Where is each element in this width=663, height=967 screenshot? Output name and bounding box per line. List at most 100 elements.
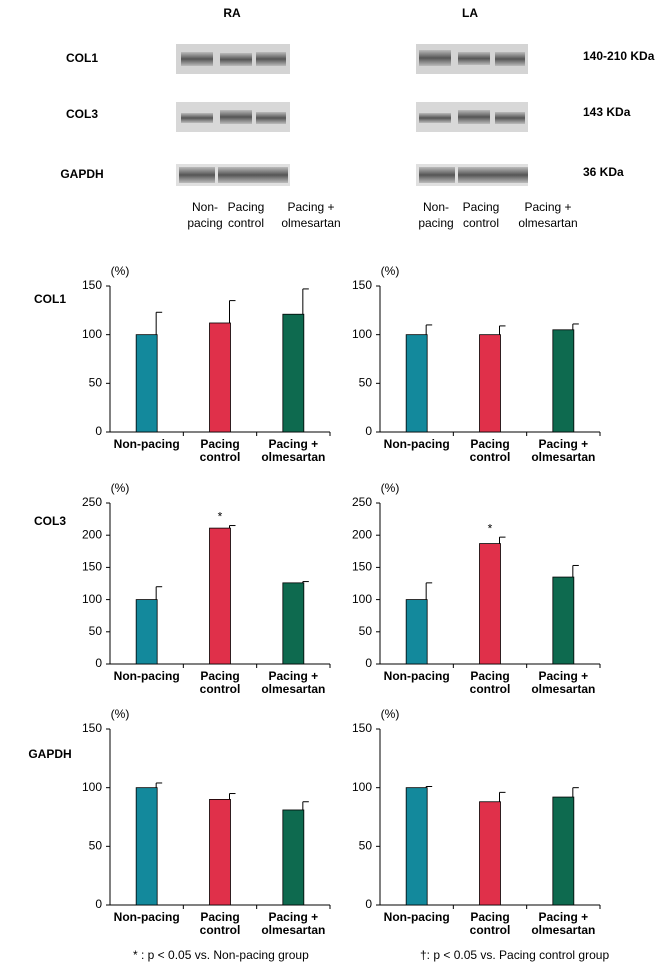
lane-label: control bbox=[228, 216, 264, 230]
lane-label: Pacing bbox=[228, 200, 265, 214]
bar bbox=[282, 313, 305, 433]
band bbox=[181, 52, 213, 66]
x-tick-label: Pacing bbox=[470, 669, 509, 683]
lane-label: Pacing + bbox=[287, 200, 334, 214]
x-tick-label: olmesartan bbox=[261, 450, 325, 464]
x-tick-label: Non-pacing bbox=[114, 437, 180, 451]
row-label: COL1 bbox=[34, 292, 66, 306]
band bbox=[220, 53, 252, 66]
band bbox=[220, 110, 252, 124]
y-tick-label: 100 bbox=[352, 780, 372, 794]
y-tick-label: 0 bbox=[365, 424, 372, 438]
x-tick-label: control bbox=[470, 682, 511, 696]
x-tick-label: Pacing bbox=[470, 437, 509, 451]
y-tick-label: 150 bbox=[82, 560, 102, 574]
y-tick-label: 50 bbox=[359, 839, 373, 853]
x-tick-label: Pacing + bbox=[268, 669, 318, 683]
y-unit: (%) bbox=[381, 264, 400, 278]
bar bbox=[552, 329, 575, 433]
x-tick-label: Pacing bbox=[200, 669, 239, 683]
blot-size: 140-210 KDa bbox=[583, 49, 655, 63]
x-tick-label: olmesartan bbox=[261, 682, 325, 696]
bar bbox=[479, 801, 501, 906]
blot-label: COL1 bbox=[66, 51, 98, 65]
x-tick-label: control bbox=[470, 450, 511, 464]
lane-label: Pacing + bbox=[524, 200, 571, 214]
band bbox=[495, 52, 525, 66]
y-tick-label: 100 bbox=[352, 327, 372, 341]
y-tick-label: 250 bbox=[352, 495, 372, 509]
lane-label: pacing bbox=[418, 216, 453, 230]
y-unit: (%) bbox=[111, 481, 130, 495]
y-tick-label: 150 bbox=[352, 560, 372, 574]
significance-marker: * bbox=[218, 510, 223, 524]
y-tick-label: 150 bbox=[82, 721, 102, 735]
y-unit: (%) bbox=[111, 264, 130, 278]
y-tick-label: 250 bbox=[82, 495, 102, 509]
band bbox=[458, 167, 494, 183]
x-tick-label: Pacing + bbox=[538, 669, 588, 683]
y-tick-label: 0 bbox=[95, 424, 102, 438]
y-tick-label: 100 bbox=[82, 327, 102, 341]
y-tick-label: 50 bbox=[89, 624, 103, 638]
y-tick-label: 100 bbox=[82, 780, 102, 794]
y-tick-label: 50 bbox=[89, 376, 103, 390]
significance-marker: * bbox=[488, 521, 493, 535]
bar bbox=[479, 334, 501, 433]
blots bbox=[176, 44, 528, 186]
bar bbox=[479, 543, 501, 665]
band bbox=[458, 52, 490, 65]
y-tick-label: 200 bbox=[82, 527, 102, 541]
x-tick-label: Pacing + bbox=[268, 910, 318, 924]
x-tick-label: Pacing bbox=[200, 437, 239, 451]
x-tick-label: Pacing + bbox=[268, 437, 318, 451]
x-tick-label: Non-pacing bbox=[114, 910, 180, 924]
bar bbox=[209, 322, 231, 433]
bar bbox=[135, 787, 158, 906]
x-tick-label: olmesartan bbox=[531, 682, 595, 696]
column-title: RA bbox=[223, 6, 241, 20]
x-tick-label: Pacing + bbox=[538, 910, 588, 924]
bar bbox=[405, 599, 428, 665]
y-tick-label: 50 bbox=[359, 376, 373, 390]
y-tick-label: 0 bbox=[365, 656, 372, 670]
y-unit: (%) bbox=[381, 707, 400, 721]
x-tick-label: control bbox=[200, 450, 241, 464]
lane-label: olmesartan bbox=[281, 216, 340, 230]
x-tick-label: Pacing bbox=[200, 910, 239, 924]
lane-label: Pacing bbox=[463, 200, 500, 214]
y-tick-label: 100 bbox=[82, 592, 102, 606]
row-label: COL3 bbox=[34, 514, 66, 528]
footnote: †: p < 0.05 vs. Pacing control group bbox=[420, 948, 609, 962]
lane-label: control bbox=[463, 216, 499, 230]
y-tick-label: 50 bbox=[359, 624, 373, 638]
x-tick-label: olmesartan bbox=[531, 923, 595, 937]
bar bbox=[135, 599, 158, 665]
y-tick-label: 0 bbox=[95, 897, 102, 911]
lane-label: olmesartan bbox=[518, 216, 577, 230]
blot-label: COL3 bbox=[66, 107, 98, 121]
bar bbox=[282, 809, 305, 906]
y-tick-label: 0 bbox=[95, 656, 102, 670]
band bbox=[179, 167, 215, 183]
band bbox=[458, 110, 490, 124]
band bbox=[256, 112, 286, 124]
x-tick-label: Pacing bbox=[470, 910, 509, 924]
bar bbox=[209, 799, 231, 906]
blot-size: 143 KDa bbox=[583, 105, 631, 119]
bar bbox=[405, 334, 428, 433]
x-tick-label: control bbox=[200, 682, 241, 696]
y-tick-label: 100 bbox=[352, 592, 372, 606]
band bbox=[494, 167, 528, 183]
row-label: GAPDH bbox=[28, 747, 71, 761]
column-title: LA bbox=[462, 6, 478, 20]
x-tick-label: Non-pacing bbox=[114, 669, 180, 683]
x-tick-label: control bbox=[200, 923, 241, 937]
y-tick-label: 200 bbox=[352, 527, 372, 541]
x-tick-label: olmesartan bbox=[531, 450, 595, 464]
band bbox=[218, 167, 254, 183]
bar bbox=[552, 796, 575, 906]
x-tick-label: Non-pacing bbox=[384, 910, 450, 924]
bar bbox=[135, 334, 158, 433]
